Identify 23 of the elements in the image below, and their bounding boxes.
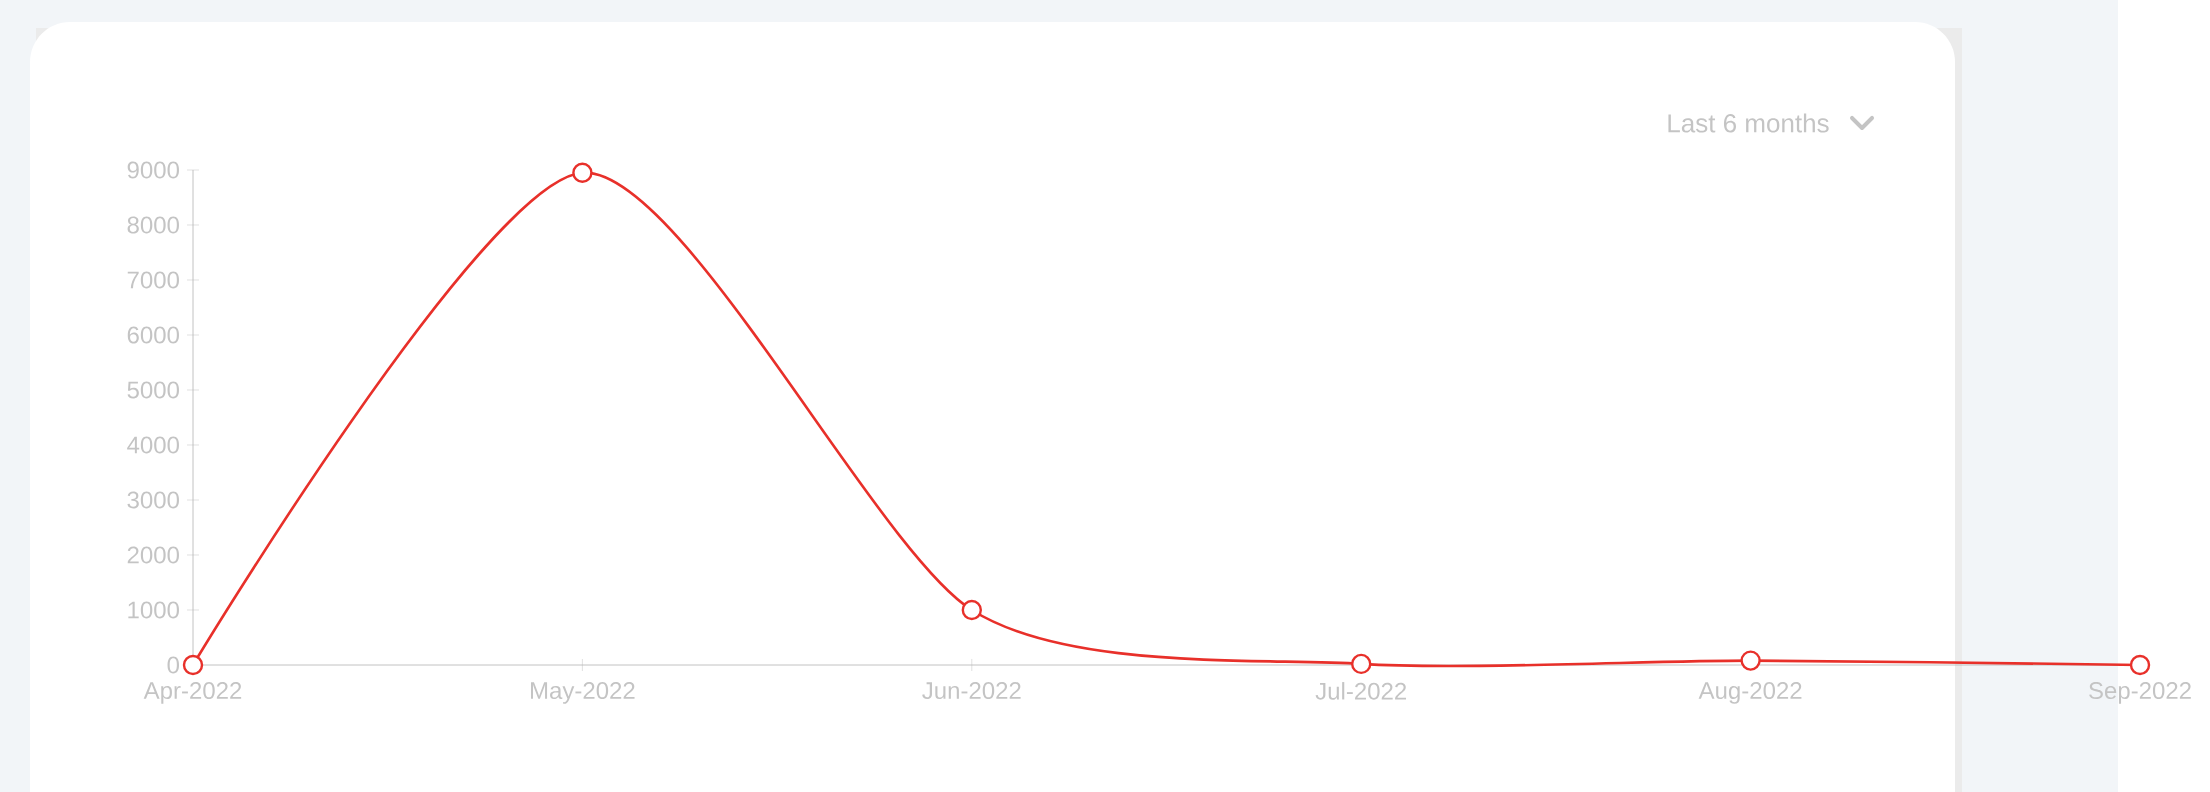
text: Last 6 months: [1668, 113, 1829, 133]
y-tick-label: 1000: [128, 601, 179, 619]
y-tick-label: 7000: [127, 271, 179, 289]
point: [2129, 654, 2151, 676]
point: [572, 162, 593, 183]
x-tick-label: Sep-2022: [2089, 682, 2191, 704]
x-tick-label: Jun-2022: [922, 682, 1021, 700]
y-tick-label: 8000: [127, 216, 179, 234]
y-tick-label: 0: [167, 656, 180, 674]
y-tick-label: 4000: [127, 436, 179, 454]
x-tick-label: Jul-2022: [1315, 682, 1407, 700]
x-tick-label: May-2022: [531, 682, 635, 704]
y-tick-label: 2000: [127, 546, 179, 564]
point: [1740, 650, 1761, 671]
point: [961, 599, 983, 621]
x-tick-label: Apr-2022: [143, 682, 242, 704]
x-tick-label: Aug-2022: [1698, 682, 1802, 704]
y-tick-label: 9000: [127, 161, 179, 179]
point: [1351, 653, 1372, 675]
y-tick-label: 6000: [127, 326, 179, 344]
y-tick-label: 5000: [127, 381, 179, 399]
point: [182, 654, 204, 676]
y-tick-label: 3000: [127, 491, 179, 509]
